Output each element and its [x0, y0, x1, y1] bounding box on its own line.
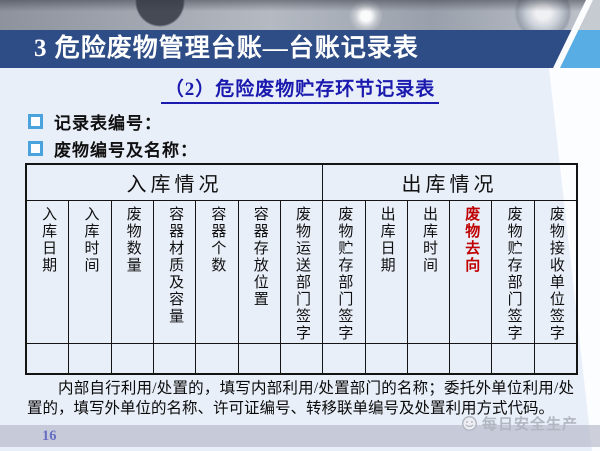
table-empty-cell [110, 344, 153, 373]
table-column-header: 容器个数 [195, 201, 237, 343]
footnote-text: 内部自行利用/处置的，填写内部利用/处置部门的名称；委托外单位利用/处置的，填写… [27, 380, 574, 418]
table-column-header: 容器存放位置 [237, 201, 280, 343]
bullet-label: 废物编号及名称： [54, 141, 198, 160]
ledger-table: 入库情况 出库情况 入库日期 入库时间 废物数量 容器材质及容量 容器个数 容器存放位置 废物… [25, 163, 578, 375]
bullet-square-icon [28, 114, 43, 129]
watermark-text: 每日安全生产 [482, 417, 579, 433]
table-column-header: 出库时间 [406, 201, 449, 343]
table-column-header: 废物去向 [449, 201, 491, 343]
table-column-header: 废物运送部门签字 [279, 201, 322, 343]
table-empty-cell [406, 344, 449, 373]
page-number: 16 [42, 428, 57, 444]
table-empty-cell [533, 344, 576, 373]
bullet-item: 记录表编号： [28, 108, 198, 135]
bullet-list: 记录表编号： 废物编号及名称： [28, 108, 198, 162]
table-empty-cell [68, 344, 110, 373]
table-header-row: 入库日期 入库时间 废物数量 容器材质及容量 容器个数 容器存放位置 废物运送部门签字 废物贮… [27, 201, 576, 344]
table-column-header: 出库日期 [364, 201, 407, 343]
table-empty-cell [27, 344, 68, 373]
table-column-header: 废物数量 [110, 201, 153, 343]
table-empty-cell [449, 344, 491, 373]
table-column-header: 入库时间 [68, 201, 110, 343]
table-empty-cell [491, 344, 533, 373]
table-empty-cell [279, 344, 322, 373]
table-empty-cell [364, 344, 407, 373]
table-column-header: 废物贮存部门签字 [491, 201, 533, 343]
top-decorative-band [0, 0, 600, 30]
table-group-header: 入库情况 [126, 174, 223, 196]
table-empty-cell [152, 344, 195, 373]
watermark-smiley-icon [461, 415, 478, 432]
bullet-item: 废物编号及名称： [28, 135, 198, 162]
title-bar [0, 30, 600, 68]
table-column-header: 容器材质及容量 [152, 201, 195, 343]
table-column-header: 废物贮存部门签字 [322, 201, 364, 343]
bottom-bar: 16 [0, 425, 600, 447]
bullet-label: 记录表编号： [54, 114, 162, 133]
table-group-row: 入库情况 出库情况 [27, 165, 576, 201]
slide-subtitle: （2）危险废物贮存环节记录表 [160, 74, 440, 104]
table-empty-cell [237, 344, 280, 373]
table-column-header: 废物接收单位签字 [533, 201, 576, 343]
bullet-square-icon [28, 141, 43, 156]
slide-title: 3 危险废物管理台账—台账记录表 [34, 35, 419, 62]
watermark: 每日安全生产 [461, 413, 578, 434]
table-empty-cell [322, 344, 364, 373]
subtitle-wrap: （2）危险废物贮存环节记录表 [0, 74, 600, 104]
table-empty-cell [195, 344, 237, 373]
table-empty-row [27, 344, 576, 373]
table-column-header: 入库日期 [40, 206, 57, 274]
table-group-header: 出库情况 [322, 165, 576, 200]
